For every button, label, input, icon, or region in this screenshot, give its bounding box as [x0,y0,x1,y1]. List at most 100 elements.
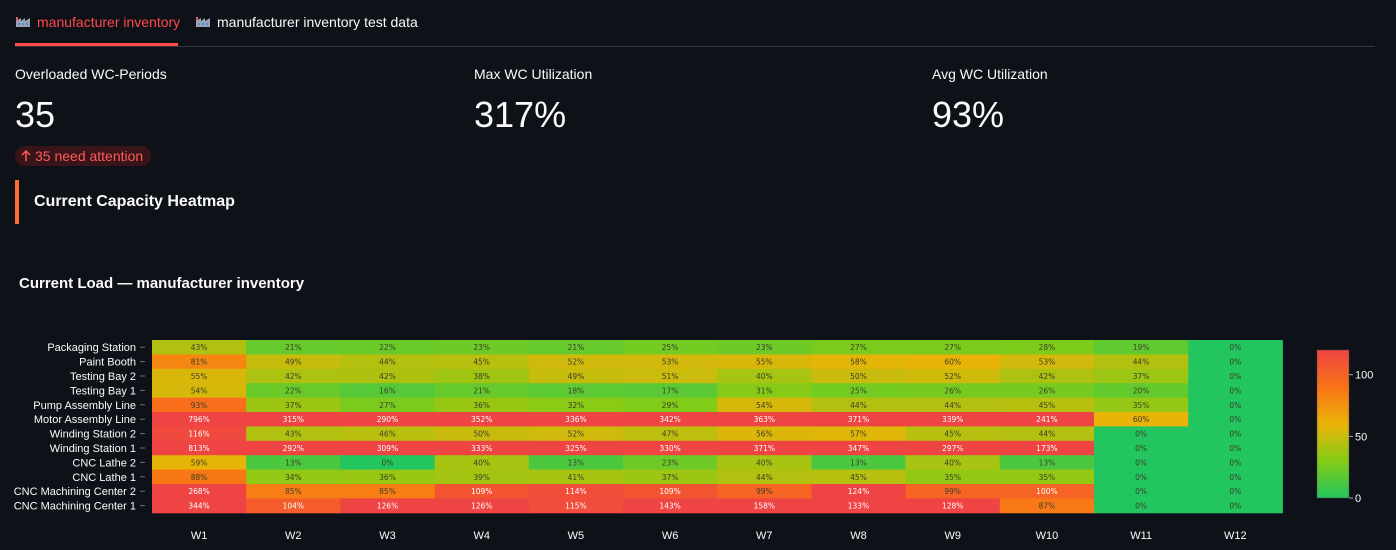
heatmap-cell-label: 55% [191,372,208,381]
heatmap-cell [717,340,812,355]
heatmap-cell [811,340,907,355]
heatmap-cell-label: 0% [1229,372,1241,381]
heatmap-cell [152,426,247,442]
heatmap-cell-label: 88% [191,473,208,482]
heatmap-cell [717,455,812,471]
heatmap-cell-label: 38% [473,372,490,381]
heatmap-cell [999,469,1095,485]
heatmap-cell [905,412,1001,427]
heatmap-cell [434,354,530,370]
heatmap-cell [623,397,718,413]
heatmap-cell-label: 40% [756,372,773,381]
heatmap-cell [1188,354,1283,370]
heatmap-cell-label: 0% [1229,386,1241,395]
heatmap-cell-label: 60% [944,358,961,367]
heatmap-cell-label: 17% [662,386,679,395]
heatmap-cell-label: 85% [379,487,396,496]
heatmap-cell-label: 56% [756,430,773,439]
heatmap-cell-label: 0% [1135,444,1147,453]
heatmap-cell [1094,340,1189,355]
heatmap-cell-label: 43% [285,430,302,439]
factory-icon [16,17,30,27]
heatmap-cell-label: 13% [568,458,585,467]
heatmap-cell-label: 347% [848,444,869,453]
heatmap-cell [717,354,812,370]
heatmap-cell-label: 44% [1133,358,1150,367]
heatmap-cell-label: 16% [379,386,396,395]
heatmap-cell-label: 339% [942,415,963,424]
heatmap-cell-label: 52% [568,430,585,439]
heatmap-cell-label: 292% [283,444,304,453]
heatmap-cell-label: 0% [1229,415,1241,424]
x-tick-label: W4 [473,530,490,542]
heatmap-cell [623,426,718,442]
heatmap-cell-label: 52% [944,372,961,381]
heatmap-cell [905,368,1001,384]
heatmap-cell-label: 0% [1229,473,1241,482]
heatmap-cell-label: 35% [1133,401,1150,410]
heatmap-cell-label: 109% [471,487,492,496]
heatmap-cell [1188,340,1283,355]
heatmap-cell-label: 0% [1229,358,1241,367]
colorbar-tick-label: 50 [1355,431,1367,443]
heatmap-cell [623,455,718,471]
heatmap-cell-label: 57% [850,430,867,439]
y-tick-label: Testing Bay 1 [70,385,136,397]
heatmap-cell-label: 23% [662,458,679,467]
heatmap-cell-label: 37% [1133,372,1150,381]
heatmap-cell [905,455,1001,471]
heatmap-cell [905,426,1001,442]
heatmap-cell [811,354,907,370]
heatmap-cell-label: 297% [942,444,963,453]
heatmap-cell [246,455,341,471]
heatmap-cell [152,498,247,514]
heatmap-cell [528,484,624,499]
heatmap-cell [905,340,1001,355]
heatmap-cell [434,426,530,442]
tab-manufacturer-inventory-test-data[interactable]: manufacturer inventory test data [195,14,418,30]
heatmap-cell [152,440,247,456]
heatmap-cell-label: 81% [191,358,208,367]
heatmap-cell-label: 29% [662,401,679,410]
metric-delta-text: 35 need attention [35,148,144,164]
heatmap-cell-label: 45% [850,473,867,482]
heatmap-cell [999,498,1095,514]
heatmap-cell [246,368,341,384]
heatmap-cell-label: 13% [1039,458,1056,467]
heatmap-cell [623,354,718,370]
heatmap-cell [340,354,436,370]
heatmap-cell [999,426,1095,442]
heatmap-cell [340,368,436,384]
heatmap-cell [434,484,530,499]
tab-manufacturer-inventory[interactable]: manufacturer inventory [15,14,180,30]
heatmap-cell [623,484,718,499]
heatmap-cell-label: 158% [754,502,775,511]
heatmap-cell [999,383,1095,399]
y-tick-label: Pump Assembly Line [33,400,136,412]
metric-label: Overloaded WC-Periods [15,66,167,82]
heatmap-cell-label: 99% [944,487,961,496]
heatmap-cell [811,426,907,442]
heatmap-cell-label: 336% [565,415,586,424]
active-tab-indicator [15,43,178,46]
heatmap-cell-label: 35% [1039,473,1056,482]
heatmap-cell [811,455,907,471]
heatmap-cell-label: 27% [944,343,961,352]
heatmap-cell [999,368,1095,384]
heatmap-cell [1094,354,1189,370]
heatmap-cell [623,340,718,355]
heatmap-cell-label: 124% [848,487,869,496]
metric-label: Avg WC Utilization [932,66,1048,82]
metric-value: 317% [474,94,567,135]
heatmap-cell [434,469,530,485]
section-title: Current Capacity Heatmap [34,193,235,210]
capacity-heatmap[interactable]: 43% 21% 22% 23% 21% 25% 23% 27% 27% 28% 19% 0% Packa… [0,330,1396,545]
heatmap-cell [811,498,907,514]
heatmap-cell [434,455,530,471]
y-tick-label: Packaging Station [47,342,136,354]
y-tick-label: Paint Booth [79,357,136,369]
heatmap-cell-label: 23% [473,343,490,352]
heatmap-cell [623,469,718,485]
heatmap-cell-label: 333% [471,444,492,453]
heatmap-cell-label: 58% [850,358,867,367]
